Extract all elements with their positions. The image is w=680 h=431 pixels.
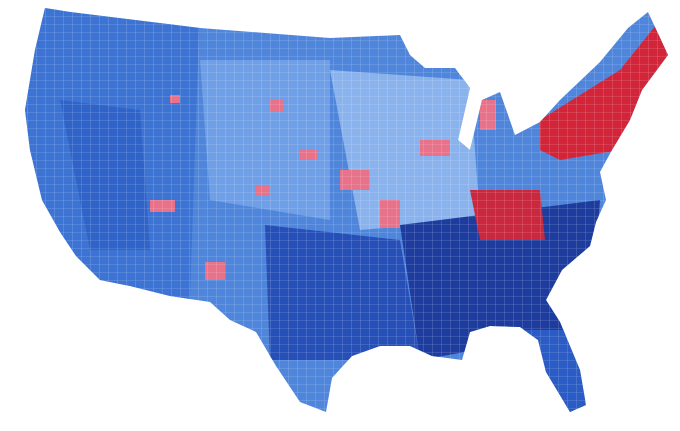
map-body (25, 8, 668, 412)
county-map (25, 8, 668, 412)
county-borders (25, 8, 668, 412)
page (25, 8, 668, 412)
